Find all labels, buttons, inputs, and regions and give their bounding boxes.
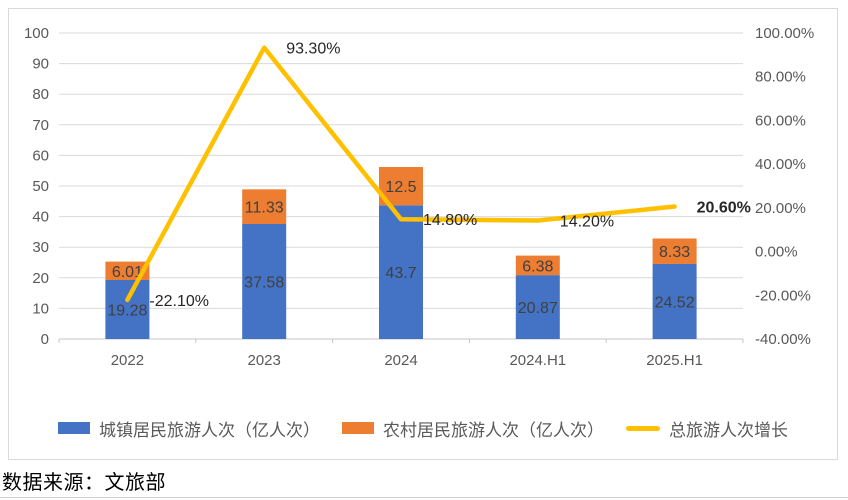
growth-point-label: 14.20% (560, 214, 614, 231)
left-axis-tick-label: 70 (32, 117, 49, 134)
growth-line-swatch-icon (626, 425, 660, 431)
urban-bar-label: 20.87 (518, 300, 558, 317)
right-axis-tick-label: -40.00% (755, 331, 811, 348)
urban-series-swatch-icon (58, 422, 90, 434)
x-axis-category-label: 2024 (384, 352, 417, 369)
left-axis-tick-label: 80 (32, 86, 49, 103)
urban-bar-label: 19.28 (107, 303, 147, 320)
growth-line (125, 45, 677, 303)
x-axis-category-label: 2024.H1 (509, 352, 566, 369)
page-bottom-border (0, 497, 848, 498)
x-axis-category-label: 2022 (111, 352, 144, 369)
growth-point-label: 20.60% (697, 200, 751, 217)
growth-point-label: -22.10% (149, 293, 209, 310)
plot-area: 0 10 20 30 40 50 60 70 80 90 100 -40.00% -20.00% 0.00… (24, 25, 814, 369)
left-axis-tick-label: 100 (24, 25, 49, 42)
growth-series-label: 总旅游人次增长 (669, 420, 788, 440)
left-axis-tick-label: 0 (41, 331, 49, 348)
urban-bar-2023 (242, 224, 287, 339)
right-axis-tick-label: -20.00% (755, 287, 811, 304)
rural-bar-label: 12.5 (385, 179, 416, 196)
growth-point-label: 93.30% (286, 41, 340, 58)
chart-legend: 城镇居民旅游人次（亿人次） 农村居民旅游人次（亿人次） 总旅游人次增长 (9, 413, 837, 443)
source-note: 数据来源：文旅部 (2, 472, 166, 494)
urban-bar-2025.H1 (652, 263, 697, 339)
left-axis-tick-label: 90 (32, 56, 49, 73)
rural-bar-label: 6.01 (112, 264, 143, 281)
rural-bar-label: 6.38 (522, 258, 553, 275)
rural-bar-label: 11.33 (245, 200, 284, 217)
rural-series-swatch-icon (342, 422, 374, 434)
legend-item-rural: 农村居民旅游人次（亿人次） (342, 416, 604, 441)
rural-series-label: 农村居民旅游人次（亿人次） (383, 420, 604, 440)
urban-bar-2022 (105, 280, 150, 339)
x-axis-category-label: 2025.H1 (646, 352, 703, 369)
right-axis-tick-label: 100.00% (755, 25, 814, 42)
tourism-combo-chart: 0 10 20 30 40 50 60 70 80 90 100 -40.00% -20.00% 0.00… (8, 8, 838, 460)
rural-bar-label: 8.33 (659, 244, 690, 261)
left-axis-tick-label: 20 (32, 270, 49, 287)
urban-bar-label: 24.52 (655, 294, 695, 311)
right-axis-tick-label: 40.00% (755, 156, 806, 173)
legend-item-urban: 城镇居民旅游人次（亿人次） (58, 416, 320, 441)
rural-bar-2024.H1 (515, 255, 560, 276)
right-axis-tick-label: 60.00% (755, 112, 806, 129)
x-axis-category-label: 2023 (248, 352, 281, 369)
left-axis-tick-label: 10 (32, 300, 49, 317)
rural-bar-2023 (242, 189, 287, 225)
left-axis-tick-label: 50 (32, 178, 49, 195)
rural-bar-2025.H1 (652, 238, 697, 264)
urban-bar-label: 43.7 (385, 265, 416, 282)
urban-bar-2024 (379, 205, 423, 339)
left-axis-tick-label: 60 (32, 147, 49, 164)
urban-bar-label: 37.58 (244, 275, 284, 292)
urban-bar-2024.H1 (515, 275, 560, 339)
left-axis-tick-label: 40 (32, 209, 49, 226)
left-axis-tick-label: 30 (32, 239, 49, 256)
right-axis-tick-label: 0.00% (755, 244, 798, 261)
right-axis-tick-label: 20.00% (755, 200, 806, 217)
right-axis-tick-label: 80.00% (755, 69, 806, 86)
legend-item-growth: 总旅游人次增长 (626, 416, 788, 441)
urban-series-label: 城镇居民旅游人次（亿人次） (99, 420, 320, 440)
growth-point-label: 14.80% (423, 212, 477, 229)
